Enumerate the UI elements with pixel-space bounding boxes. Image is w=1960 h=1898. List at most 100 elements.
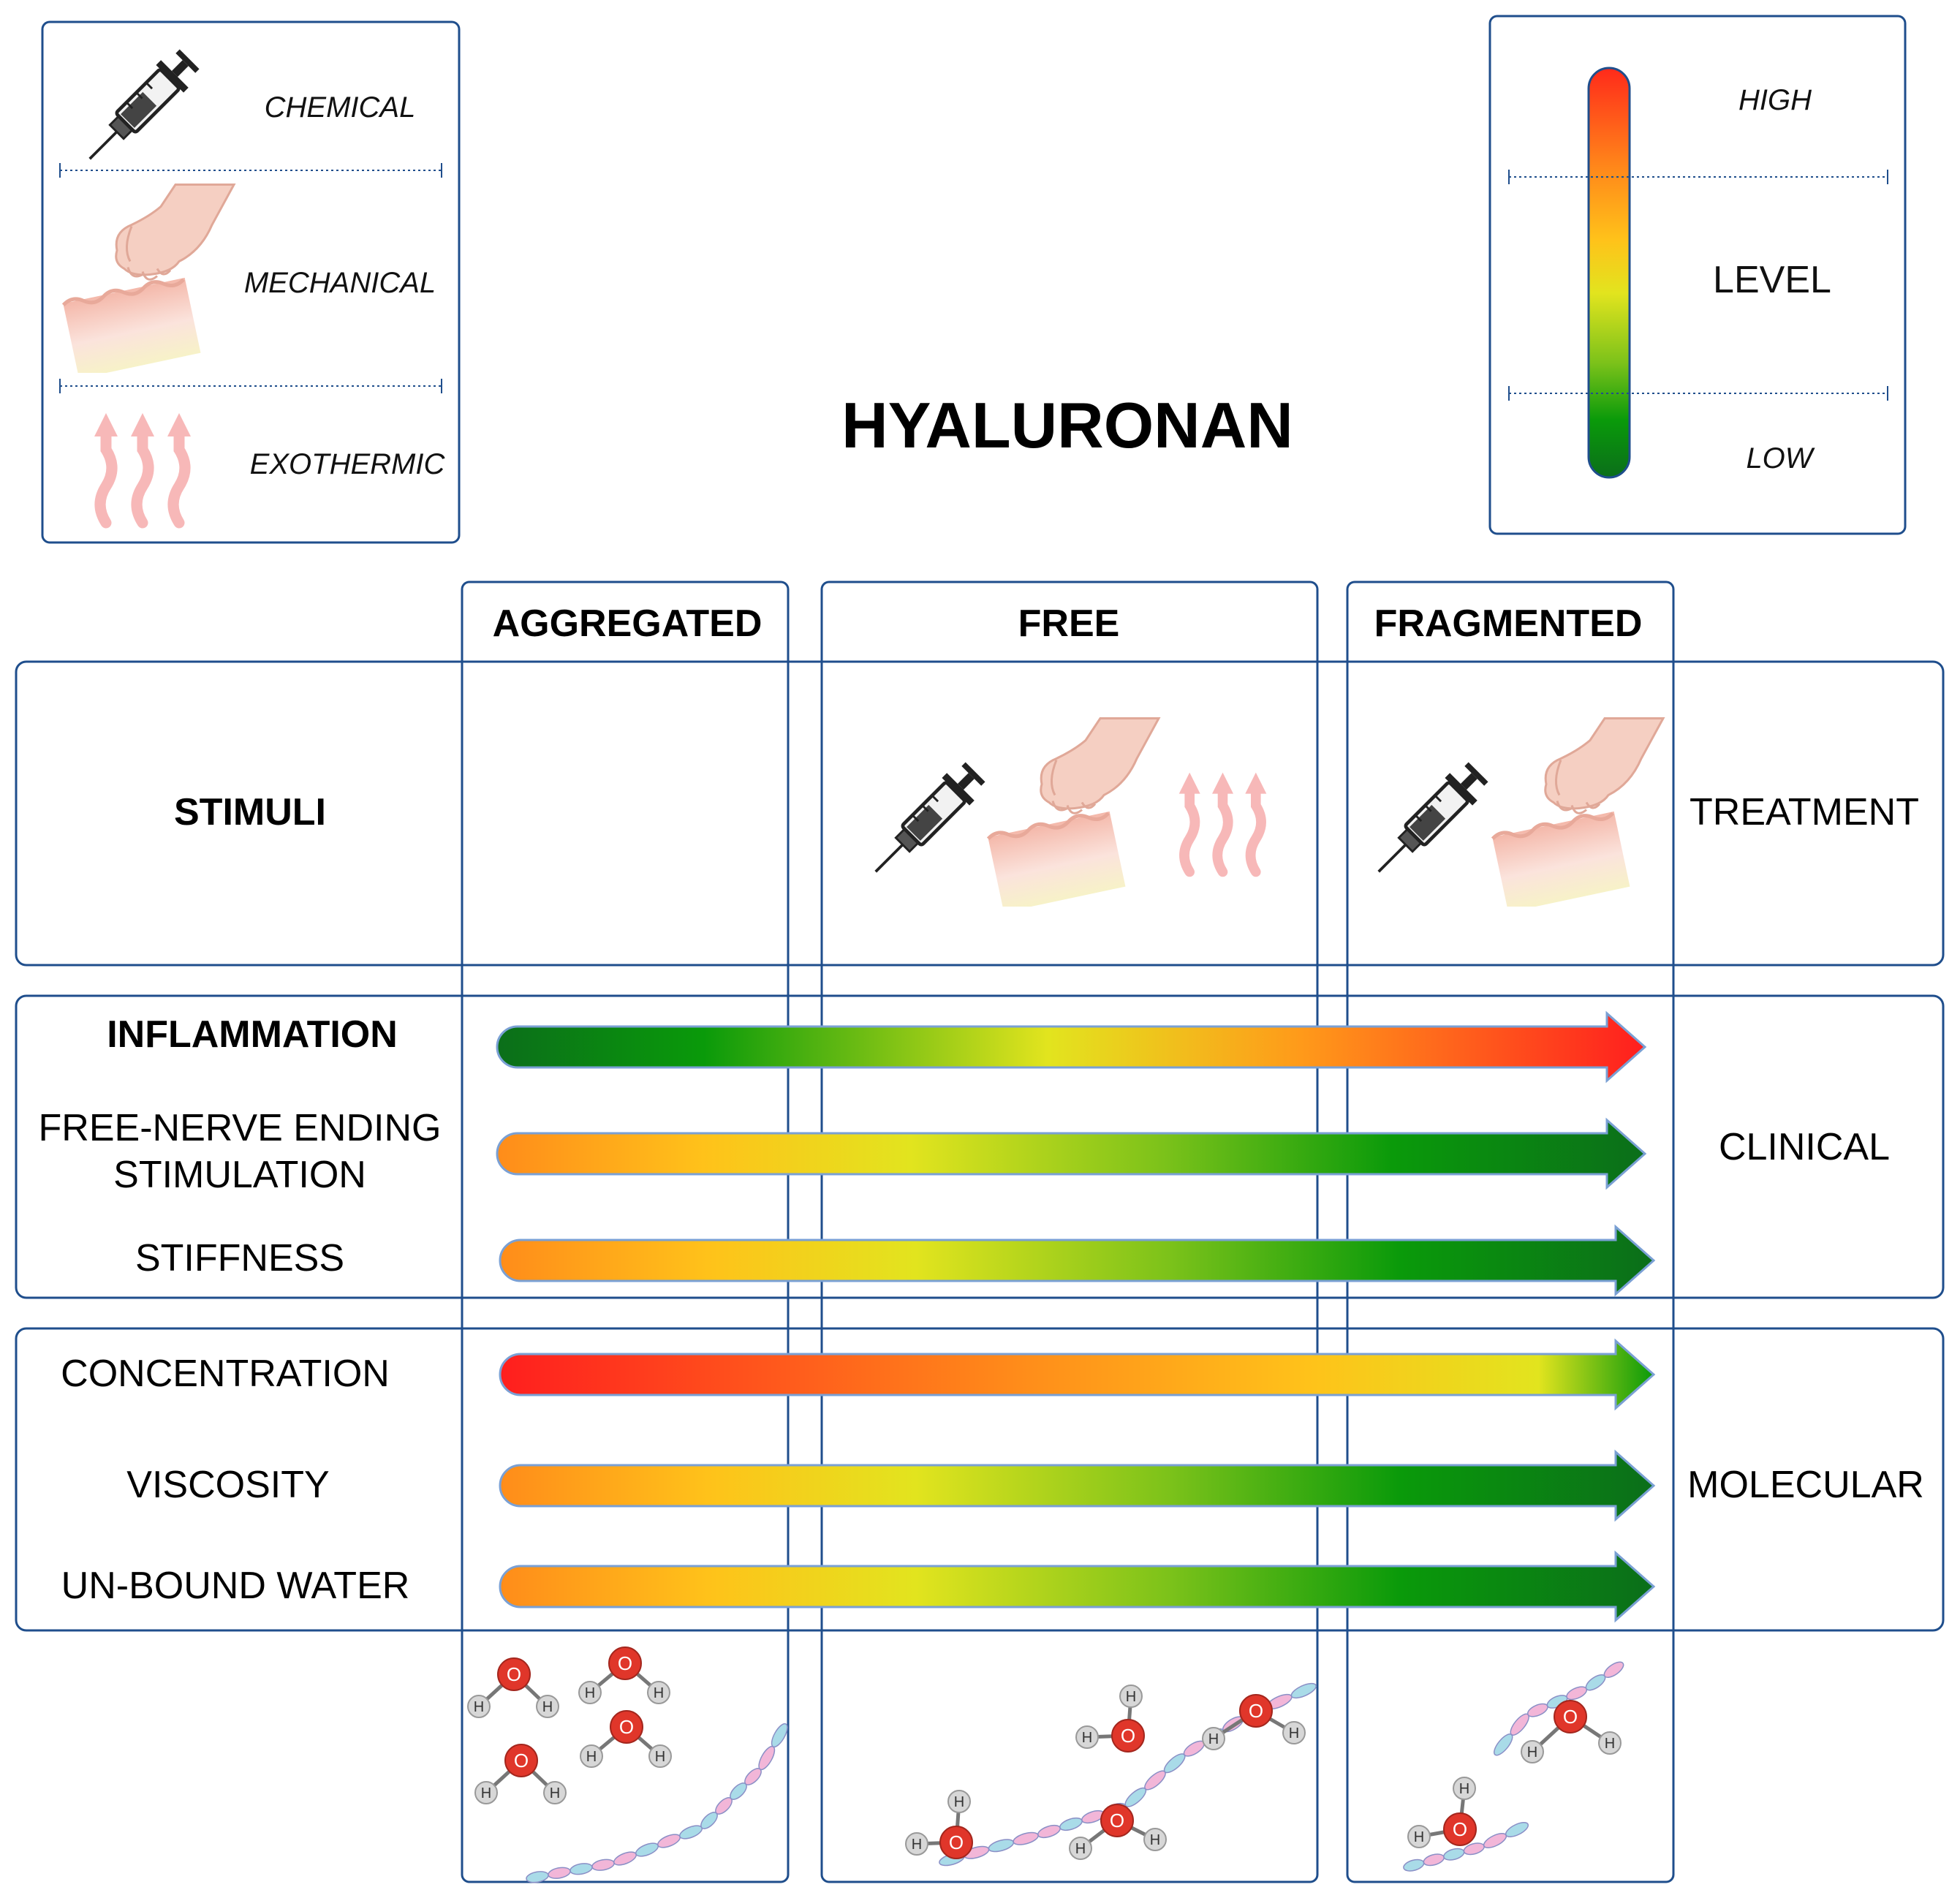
- ha-chain-segment: [1505, 1821, 1529, 1838]
- oxygen-label: O: [1249, 1700, 1263, 1722]
- ha-chain-segment: [679, 1825, 703, 1840]
- concentration-label: CONCENTRATION: [61, 1353, 390, 1395]
- hydrogen-label: H: [655, 1749, 665, 1765]
- hydrogen-label: H: [1527, 1744, 1537, 1761]
- ha-chain-segment: [1037, 1824, 1061, 1839]
- water-molecule-icon: H H O: [580, 1710, 672, 1768]
- ha-chain-segment: [613, 1851, 637, 1866]
- ha-chain-segment: [1443, 1848, 1465, 1861]
- oxygen-atom: [497, 1657, 531, 1691]
- hydrogen-label: H: [481, 1785, 491, 1801]
- ha-chain-segment: [657, 1834, 681, 1848]
- oxygen-label: O: [1563, 1706, 1578, 1728]
- water-molecule-icon: H H O: [1521, 1700, 1622, 1763]
- column-fragmented: [1346, 581, 1675, 1883]
- row-molecular: [15, 1327, 1945, 1632]
- row-clinical: [15, 994, 1945, 1299]
- water-molecule-icon: H H O: [474, 1744, 567, 1804]
- hydrogen-label: H: [1075, 1841, 1086, 1857]
- hydrogen-atom: [467, 1695, 491, 1718]
- unbound-water-arrow: [499, 1550, 1656, 1623]
- oxygen-atom: [504, 1744, 538, 1777]
- hydrogen-atom: [947, 1790, 971, 1813]
- hydrogen-label: H: [1208, 1731, 1219, 1747]
- oxygen-atom: [939, 1826, 973, 1859]
- hydrogen-label: H: [1082, 1730, 1092, 1746]
- stimuli-row-label: STIMULI: [174, 791, 326, 833]
- ha-chain-segment: [1013, 1831, 1039, 1845]
- legend-exothermic-label: EXOTHERMIC: [250, 448, 446, 480]
- viscosity-label: VISCOSITY: [126, 1464, 329, 1506]
- concentration-arrow: [499, 1338, 1656, 1411]
- hydrogen-label: H: [1414, 1829, 1424, 1845]
- oxygen-label: O: [514, 1750, 529, 1772]
- page-title: HYALURONAN: [841, 389, 1293, 461]
- nerve-stimulation-label-line1: FREE-NERVE ENDING: [39, 1107, 442, 1149]
- ha-chain-segment: [1566, 1686, 1588, 1701]
- ha-chain: [526, 1723, 788, 1883]
- column-aggregated: [461, 581, 790, 1883]
- column-frames: [461, 581, 1675, 1883]
- oxygen-atom: [608, 1646, 642, 1680]
- ha-chain-segment: [1483, 1832, 1507, 1849]
- ha-chain-segment: [570, 1863, 593, 1875]
- water-molecule-icon: H H O: [1202, 1694, 1306, 1750]
- syringe-icon: [76, 45, 203, 173]
- hydrogen-label: H: [474, 1699, 484, 1715]
- hydrogen-label: H: [1605, 1736, 1615, 1752]
- hydrogen-label: H: [586, 1749, 597, 1765]
- hydrogen-label: H: [1150, 1832, 1160, 1848]
- unbound-water-label: UN-BOUND WATER: [61, 1565, 410, 1607]
- level-high-label: HIGH: [1738, 84, 1812, 116]
- ha-chain: [1403, 1821, 1529, 1872]
- row-treatment: [15, 660, 1945, 967]
- oxygen-label: O: [1110, 1810, 1124, 1831]
- oxygen-label: O: [949, 1831, 964, 1853]
- hydrogen-atom: [1119, 1685, 1143, 1708]
- ha-chain-segment: [988, 1839, 1015, 1853]
- ha-chain-segment: [1403, 1859, 1425, 1872]
- syringe-icon: [1365, 758, 1492, 885]
- hand-skin-icon: [988, 719, 1159, 912]
- inflammation-arrow: [496, 1010, 1647, 1084]
- hydrogen-label: H: [654, 1685, 664, 1701]
- hand-skin-icon: [63, 185, 234, 379]
- syringe-icon: [862, 758, 989, 885]
- ha-chain-segment: [758, 1745, 776, 1771]
- water-molecule-icon: H H O: [467, 1657, 559, 1718]
- water-molecules: H H O H H O H H O H H O H H O H H O H H O H H O H H O H H O: [467, 1646, 1622, 1860]
- hydrogen-atom: [1069, 1837, 1092, 1860]
- oxygen-label: O: [1121, 1725, 1135, 1747]
- legend-chemical-label: CHEMICAL: [265, 91, 416, 124]
- hydrogen-label: H: [585, 1685, 595, 1701]
- clinical-group-label: CLINICAL: [1719, 1126, 1890, 1168]
- column-free: [820, 581, 1319, 1883]
- level-scale-bar: [1587, 67, 1631, 479]
- hydrogen-atom: [1453, 1777, 1476, 1800]
- nerve-stimulation-label-line2: STIMULATION: [113, 1154, 366, 1196]
- hand-skin-icon: [1492, 719, 1663, 912]
- water-molecule-icon: H H O: [1407, 1777, 1477, 1848]
- ha-chain-segment: [548, 1867, 571, 1879]
- hydrogen-atom: [1521, 1740, 1544, 1763]
- hydrogen-label: H: [912, 1837, 922, 1853]
- oxygen-atom: [610, 1710, 643, 1744]
- inflammation-label: INFLAMMATION: [107, 1013, 398, 1056]
- stiffness-label: STIFFNESS: [135, 1237, 344, 1279]
- ha-chain: [1494, 1661, 1624, 1756]
- hydrogen-label: H: [1289, 1725, 1299, 1742]
- ha-chain-segment: [1603, 1661, 1624, 1678]
- hydrogen-label: H: [954, 1794, 964, 1810]
- row-frames: [15, 660, 1945, 1632]
- column-header-free: FREE: [1018, 602, 1120, 645]
- ha-chain-segment: [1059, 1817, 1083, 1831]
- heat-waves-icon: [94, 413, 191, 523]
- ha-chain-segment: [1526, 1703, 1548, 1717]
- free-stimuli-icons: [862, 719, 1266, 912]
- ha-chain-segment: [1290, 1682, 1317, 1699]
- hydrogen-atom: [578, 1681, 602, 1704]
- hydrogen-atom: [1407, 1825, 1431, 1848]
- water-molecule-icon: H H O: [905, 1790, 973, 1859]
- ha-chain-segment: [635, 1842, 659, 1857]
